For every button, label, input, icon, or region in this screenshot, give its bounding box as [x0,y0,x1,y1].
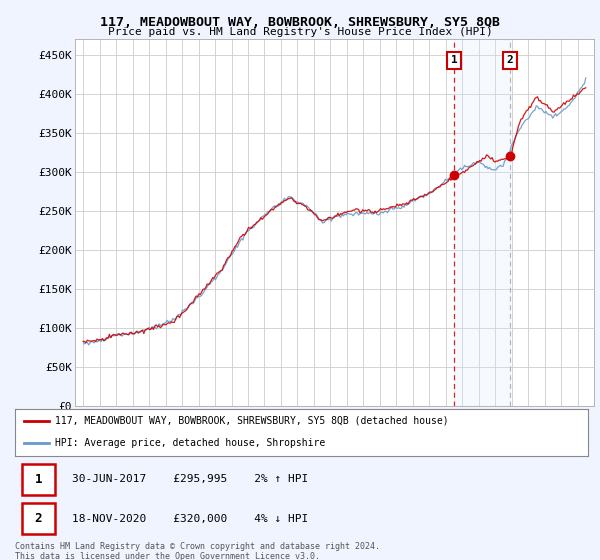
Text: 2: 2 [506,55,514,66]
FancyBboxPatch shape [22,503,55,534]
Text: HPI: Average price, detached house, Shropshire: HPI: Average price, detached house, Shro… [55,438,325,448]
Text: 1: 1 [35,473,42,486]
Text: Price paid vs. HM Land Registry's House Price Index (HPI): Price paid vs. HM Land Registry's House … [107,27,493,37]
Text: 30-JUN-2017    £295,995    2% ↑ HPI: 30-JUN-2017 £295,995 2% ↑ HPI [73,474,308,484]
Text: 117, MEADOWBOUT WAY, BOWBROOK, SHREWSBURY, SY5 8QB (detached house): 117, MEADOWBOUT WAY, BOWBROOK, SHREWSBUR… [55,416,449,426]
Text: 1: 1 [451,55,457,66]
Text: Contains HM Land Registry data © Crown copyright and database right 2024.
This d: Contains HM Land Registry data © Crown c… [15,542,380,560]
Text: 2: 2 [35,512,42,525]
Text: 117, MEADOWBOUT WAY, BOWBROOK, SHREWSBURY, SY5 8QB: 117, MEADOWBOUT WAY, BOWBROOK, SHREWSBUR… [100,16,500,29]
Text: 18-NOV-2020    £320,000    4% ↓ HPI: 18-NOV-2020 £320,000 4% ↓ HPI [73,514,308,524]
FancyBboxPatch shape [22,464,55,494]
